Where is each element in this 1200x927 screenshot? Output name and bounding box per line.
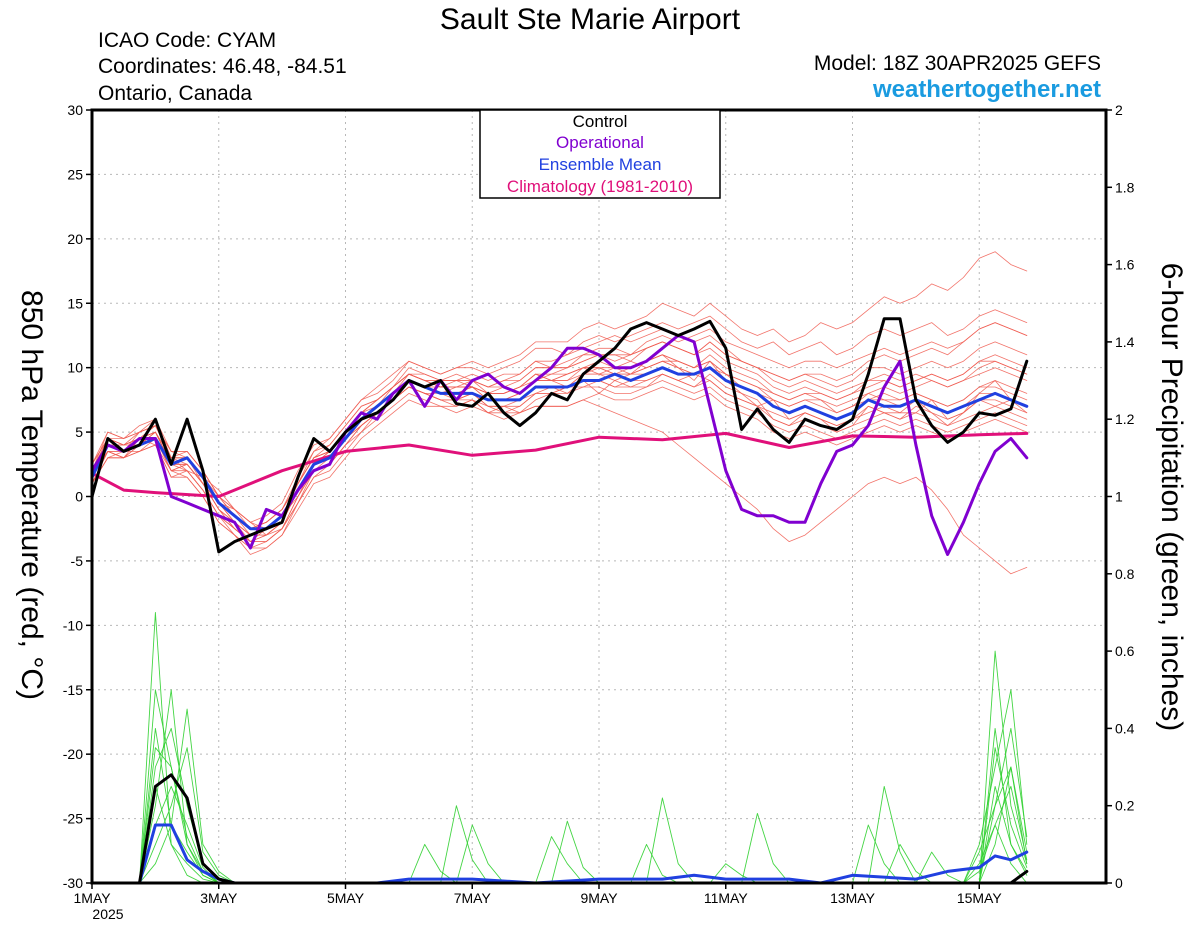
x-tick-label: 9MAY xyxy=(580,890,618,906)
legend-control: Control xyxy=(573,112,628,131)
y-tick-label: 0 xyxy=(75,489,83,505)
x-tick-label: 13MAY xyxy=(830,890,876,906)
model-run: Model: 18Z 30APR2025 GEFS xyxy=(814,52,1101,75)
x-tick-label: 15MAY xyxy=(957,890,1003,906)
y-tick-label: 25 xyxy=(67,166,83,182)
legend: Control Operational Ensemble Mean Climat… xyxy=(479,109,721,199)
y2-tick-label: 1 xyxy=(1115,489,1123,505)
temp-operational-line xyxy=(90,334,1029,556)
precip-ensemble-mean-line xyxy=(90,823,1029,885)
legend-operational: Operational xyxy=(556,133,644,152)
x-year-label: 2025 xyxy=(92,906,123,922)
main-series xyxy=(90,317,1029,885)
x-tick-label: 1MAY xyxy=(73,890,111,906)
y-tick-label: -30 xyxy=(63,875,83,891)
legend-ensemble-mean: Ensemble Mean xyxy=(539,155,662,174)
site-brand[interactable]: weathertogether.net xyxy=(872,76,1101,103)
temp-climatology-line xyxy=(90,431,1029,498)
y2-tick-label: 1.8 xyxy=(1115,179,1135,195)
y-tick-label: 5 xyxy=(75,424,83,440)
y2-tick-label: 0.4 xyxy=(1115,720,1135,736)
y-tick-label: -15 xyxy=(63,682,83,698)
x-tick-label: 7MAY xyxy=(454,890,492,906)
y-tick-label: -20 xyxy=(63,746,83,762)
y2-tick-label: 0.6 xyxy=(1115,643,1135,659)
y-axis-label: 850 hPa Temperature (red, °C) xyxy=(15,290,48,700)
coordinates: Coordinates: 46.48, -84.51 xyxy=(98,55,347,78)
y2-tick-label: 0.8 xyxy=(1115,566,1135,582)
region: Ontario, Canada xyxy=(98,82,252,105)
temp-control-line xyxy=(90,317,1029,554)
y-tick-label: -25 xyxy=(63,811,83,827)
x-tick-label: 5MAY xyxy=(327,890,365,906)
y2-tick-label: 0 xyxy=(1115,875,1123,891)
temp-ensemble-mean-line xyxy=(90,366,1029,531)
y-tick-label: 10 xyxy=(67,360,83,376)
icao-code: ICAO Code: CYAM xyxy=(98,29,276,52)
x-tick-label: 3MAY xyxy=(200,890,238,906)
y2-tick-label: 0.2 xyxy=(1115,798,1135,814)
temp-member-line xyxy=(91,341,1028,542)
y2-axis-label: 6-hour Precipitation (green, inches) xyxy=(1155,263,1188,732)
legend-climatology: Climatology (1981-2010) xyxy=(507,177,693,196)
y2-tick-label: 1.6 xyxy=(1115,257,1135,273)
legend-box xyxy=(479,109,721,199)
y-tick-label: -5 xyxy=(71,553,84,569)
grid xyxy=(92,110,1106,883)
y-tick-label: -10 xyxy=(63,617,83,633)
y2-tick-label: 1.4 xyxy=(1115,334,1135,350)
x-tick-label: 11MAY xyxy=(704,890,748,906)
axes: 302520151050-5-10-15-20-25-3021.81.61.41… xyxy=(63,102,1135,906)
y2-tick-label: 2 xyxy=(1115,102,1123,118)
y-tick-label: 30 xyxy=(67,102,83,118)
temp-member-line xyxy=(91,251,1028,523)
y2-tick-label: 1.2 xyxy=(1115,411,1135,427)
y-tick-label: 15 xyxy=(67,295,83,311)
temp-member-line xyxy=(91,354,1028,536)
y-tick-label: 20 xyxy=(67,231,83,247)
chart-title: Sault Ste Marie Airport xyxy=(440,3,741,36)
